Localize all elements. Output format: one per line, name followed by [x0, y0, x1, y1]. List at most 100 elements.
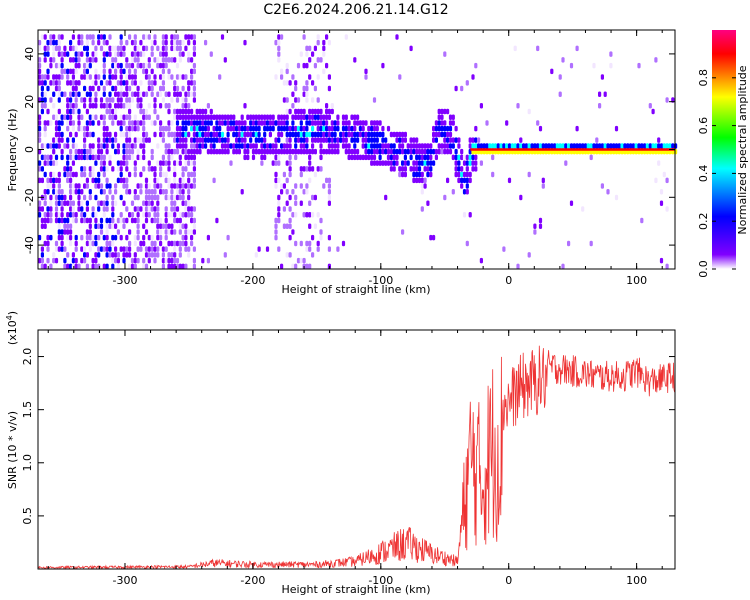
heatmap-cell — [139, 137, 143, 143]
heatmap-cell — [94, 240, 98, 247]
heatmap-cell — [614, 143, 619, 149]
heatmap-cell — [288, 137, 292, 143]
heatmap-cell — [561, 57, 565, 63]
heatmap-cell — [291, 212, 295, 218]
heatmap-cell — [170, 154, 174, 161]
heatmap-cell — [74, 62, 78, 69]
heatmap-cell — [136, 246, 140, 252]
heatmap-cell — [46, 154, 50, 161]
heatmap-cell — [114, 131, 118, 138]
heatmap-cell — [403, 148, 407, 155]
heatmap-cell — [277, 217, 281, 224]
heatmap-cell — [325, 114, 329, 120]
heatmap-cell — [125, 97, 129, 103]
heatmap-cell — [114, 234, 118, 241]
heatmap-cell — [54, 240, 59, 247]
heatmap-cell — [153, 97, 157, 103]
heatmap-cell — [170, 212, 174, 218]
heatmap-cell — [299, 183, 303, 189]
heatmap-cell — [282, 97, 286, 103]
heatmap-cell — [257, 137, 261, 143]
heatmap-cell — [164, 160, 168, 166]
heatmap-cell — [302, 166, 306, 172]
heatmap-cell — [60, 229, 64, 235]
heatmap-cell — [91, 234, 95, 241]
heatmap-cell — [69, 148, 73, 155]
heatmap-cell — [66, 80, 70, 86]
heatmap-cell — [288, 234, 292, 241]
heatmap-cell — [344, 125, 348, 132]
heatmap-cell — [212, 114, 216, 120]
heatmap-cell — [336, 143, 340, 149]
heatmap-cell — [46, 234, 50, 241]
heatmap-cell — [313, 171, 317, 178]
heatmap-cell — [277, 177, 281, 184]
heatmap-cell — [43, 103, 47, 109]
heatmap-cell — [153, 212, 157, 218]
heatmap-cell — [316, 240, 320, 247]
heatmap-cell — [302, 257, 306, 264]
heatmap-cell — [237, 143, 241, 149]
heatmap-cell — [142, 51, 146, 57]
heatmap-cell — [77, 57, 81, 63]
heatmap-cell — [316, 34, 320, 40]
snr-panel: -300 -200 -100 0 100 0.51.01.52.0 Height of … — [5, 311, 676, 596]
heatmap-cell — [108, 160, 112, 166]
heatmap-cell — [192, 206, 196, 212]
heatmap-cell — [173, 212, 177, 218]
heatmap-cell — [80, 114, 84, 120]
heatmap-cell — [206, 131, 210, 138]
heatmap-cell — [85, 206, 89, 212]
heatmap-cell — [46, 212, 50, 218]
heatmap-cell — [192, 217, 196, 224]
heatmap-cell — [443, 125, 447, 132]
heatmap-cell — [299, 148, 303, 155]
heatmap-cell — [69, 183, 73, 189]
heatmap-cell — [327, 148, 331, 155]
heatmap-cell — [341, 120, 346, 126]
heatmap-cell — [178, 57, 182, 63]
heatmap-cell — [192, 68, 196, 75]
heatmap-cell — [184, 114, 188, 120]
heatmap-cell — [184, 120, 188, 126]
heatmap-cell — [220, 131, 225, 138]
heatmap-cell — [460, 148, 464, 155]
heatmap-cell — [94, 80, 98, 86]
heatmap-cell — [52, 177, 56, 184]
heatmap-cell — [66, 223, 70, 229]
heatmap-cell — [122, 252, 126, 258]
heatmap-cell — [564, 143, 568, 149]
heatmap-cell — [147, 257, 151, 264]
heatmap-cell — [389, 154, 393, 161]
heatmap-cell — [190, 34, 194, 40]
heatmap-cell — [181, 177, 185, 184]
heatmap-cell — [341, 125, 346, 132]
heatmap-cell — [505, 120, 509, 126]
heatmap-cell — [71, 108, 75, 115]
heatmap-cell — [125, 160, 129, 166]
heatmap-cell — [308, 108, 312, 115]
heatmap-cell — [49, 171, 53, 178]
heatmap-cell — [249, 120, 253, 126]
heatmap-cell — [52, 80, 56, 86]
heatmap-cell — [66, 125, 70, 132]
heatmap-cell — [159, 91, 163, 97]
heatmap-cell — [187, 57, 191, 63]
heatmap-cell — [128, 125, 132, 132]
heatmap-cell — [91, 103, 95, 109]
heatmap-cell — [178, 183, 182, 189]
heatmap-cell — [460, 177, 464, 184]
heatmap-cell — [344, 114, 348, 120]
heatmap-cell — [175, 217, 180, 224]
heatmap-cell — [178, 39, 182, 46]
heatmap-cell — [316, 97, 320, 103]
heatmap-cell — [60, 240, 64, 247]
heatmap-cell — [187, 103, 191, 109]
heatmap-cell — [294, 131, 298, 138]
heatmap-cell — [420, 183, 424, 189]
heatmap-cell — [288, 217, 292, 224]
heatmap-cell — [299, 257, 303, 264]
heatmap-cell — [173, 39, 177, 46]
heatmap-cell — [83, 97, 87, 103]
heatmap-cell — [144, 108, 149, 115]
